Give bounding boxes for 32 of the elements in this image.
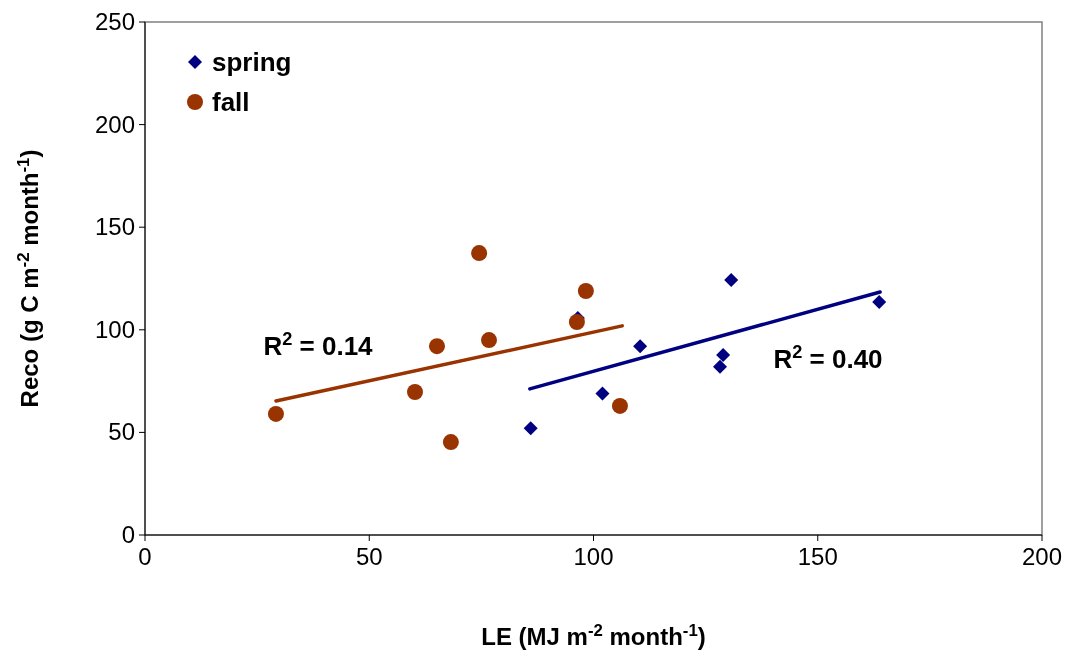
- point: [595, 386, 610, 401]
- x-tick-label: 50: [355, 543, 383, 570]
- point: [471, 245, 488, 262]
- y-tick-label: 0: [121, 521, 135, 548]
- y-tick-label: 200: [94, 110, 135, 138]
- point: [716, 348, 731, 363]
- point: [724, 272, 739, 287]
- legend-label: fall: [212, 87, 250, 117]
- point: [428, 338, 445, 355]
- point: [523, 421, 538, 436]
- point: [712, 359, 727, 374]
- point: [872, 295, 887, 310]
- point: [577, 283, 594, 300]
- point: [481, 332, 497, 349]
- y-tick-label: 150: [94, 213, 135, 241]
- y-tick-label: 100: [94, 315, 135, 343]
- x-tick-label: 200: [1021, 543, 1063, 570]
- x-tick-label: 150: [797, 543, 838, 570]
- point: [633, 339, 648, 354]
- x-tick-label: 0: [138, 543, 152, 570]
- y-tick-label: 250: [94, 8, 135, 35]
- x-tick-label: 100: [573, 543, 614, 570]
- point: [611, 397, 628, 414]
- annotation: R$^{2}$ = 0.40: [773, 342, 883, 374]
- point: [568, 314, 585, 330]
- legend-label: spring: [212, 47, 292, 77]
- point: [442, 434, 459, 451]
- point: [267, 405, 284, 422]
- point: [407, 383, 423, 400]
- annotation: R$^{2}$ = 0.14: [263, 329, 374, 361]
- y-tick-label: 50: [108, 418, 135, 446]
- x-axis-title: LE (MJ m$^{-2}$ month$^{-1}$): [481, 620, 706, 650]
